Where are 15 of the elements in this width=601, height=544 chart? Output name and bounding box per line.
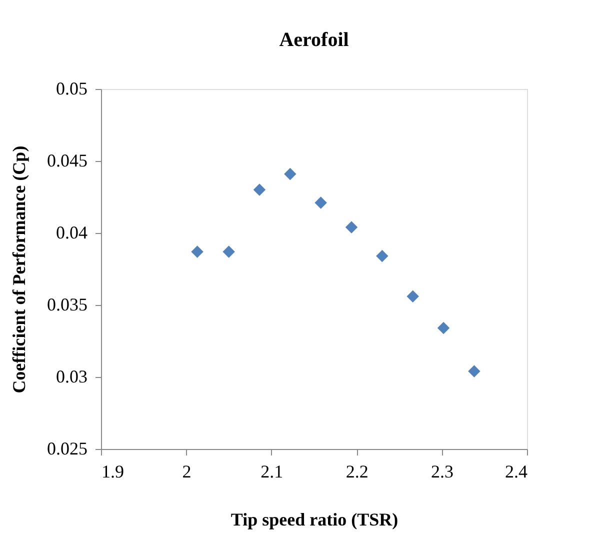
y-tick-label: 0.035 [47, 294, 88, 314]
x-axis-title: Tip speed ratio (TSR) [230, 510, 398, 530]
y-axis-title: Coefficient of Performance (Cp) [9, 146, 29, 394]
chart-title: Aerofoil [279, 29, 350, 51]
x-tick-label: 1.9 [102, 462, 124, 482]
y-tick-label: 0.05 [56, 78, 88, 98]
y-tick-label: 0.025 [47, 438, 88, 458]
x-tick-label: 2.2 [346, 462, 368, 482]
y-tick-label: 0.04 [56, 222, 88, 242]
x-tick-label: 2.1 [260, 462, 284, 482]
x-tick-label: 2.4 [505, 462, 528, 482]
y-tick-label: 0.03 [56, 366, 88, 386]
y-tick-label: 0.045 [47, 150, 88, 170]
x-tick-label: 2.3 [431, 462, 454, 482]
x-tick-label: 2 [182, 462, 192, 482]
